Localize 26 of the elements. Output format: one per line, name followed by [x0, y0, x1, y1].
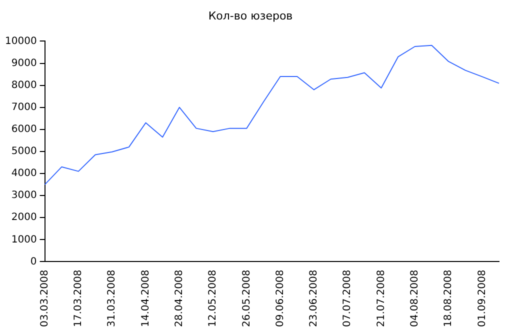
y-tick-label: 6000: [11, 124, 37, 136]
x-tick-label: 28.04.2008: [174, 270, 185, 328]
y-tick-label: 5000: [11, 146, 37, 158]
x-tick-label: 23.06.2008: [308, 270, 320, 328]
y-tick-label: 0: [30, 256, 37, 268]
x-tick-label: 04.08.2008: [409, 270, 420, 328]
y-tick-label: 2000: [11, 212, 37, 224]
x-tick-label: 14.04.2008: [140, 270, 152, 328]
x-tick-label: 07.07.2008: [342, 270, 354, 328]
x-tick-label: 03.03.2008: [39, 270, 50, 328]
x-tick-label: 09.06.2008: [274, 270, 286, 328]
y-tick-label: 3000: [11, 190, 37, 202]
y-tick-label: 4000: [11, 168, 37, 180]
x-tick-label: 26.05.2008: [241, 270, 252, 328]
y-tick-label: 8000: [11, 80, 37, 91]
x-tick-label: 17.03.2008: [73, 270, 84, 328]
y-tick-label: 9000: [11, 58, 37, 69]
chart-title: Кол-во юзеров: [208, 9, 293, 22]
x-tick-label: 31.03.2008: [106, 270, 118, 328]
y-tick-label: 1000: [11, 234, 37, 246]
y-tick-label: 7000: [11, 102, 37, 113]
x-tick-label: 12.05.2008: [208, 270, 219, 328]
x-tick-label: 18.08.2008: [443, 270, 454, 328]
x-tick-label: 21.07.2008: [376, 270, 387, 328]
y-tick-label: 10000: [5, 36, 37, 47]
x-tick-label: 01.09.2008: [476, 270, 488, 328]
